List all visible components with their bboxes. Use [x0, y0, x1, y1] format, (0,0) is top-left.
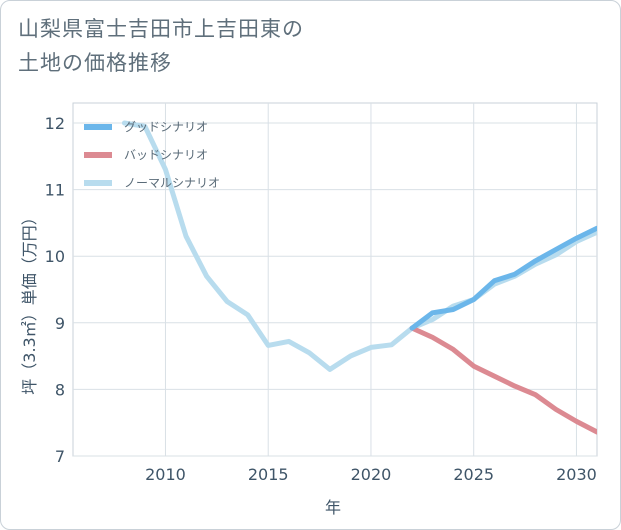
y-tick-label: 9 — [55, 314, 65, 333]
chart-title: 山梨県富士吉田市上吉田東の 土地の価格推移 — [18, 12, 304, 80]
legend-label: バッドシナリオ — [124, 148, 208, 162]
x-tick-label: 2025 — [453, 465, 494, 484]
y-tick-label: 7 — [55, 447, 65, 466]
y-axis-title: 坪（3.3㎡）単価（万円） — [20, 209, 39, 394]
axis-ticks: 2010 2015 2020 2025 2030 7 8 9 10 11 12 — [45, 114, 597, 484]
legend-label: ノーマルシナリオ — [124, 176, 220, 190]
y-tick-label: 12 — [45, 114, 65, 133]
y-tick-label: 11 — [45, 181, 65, 200]
legend-label: グッドシナリオ — [124, 120, 208, 134]
y-tick-label: 8 — [55, 380, 65, 399]
x-tick-label: 2015 — [248, 465, 289, 484]
chart-title-line-1: 山梨県富士吉田市上吉田東の — [18, 17, 304, 41]
y-tick-label: 10 — [45, 247, 65, 266]
x-tick-label: 2020 — [351, 465, 392, 484]
x-tick-label: 2010 — [145, 465, 186, 484]
grid — [73, 103, 597, 457]
series-line-1 — [409, 225, 597, 331]
series-lines — [121, 120, 597, 435]
x-axis-title: 年 — [325, 498, 341, 517]
series-line-2 — [409, 325, 597, 435]
chart-title-line-2: 土地の価格推移 — [18, 51, 172, 75]
x-tick-label: 2030 — [556, 465, 597, 484]
